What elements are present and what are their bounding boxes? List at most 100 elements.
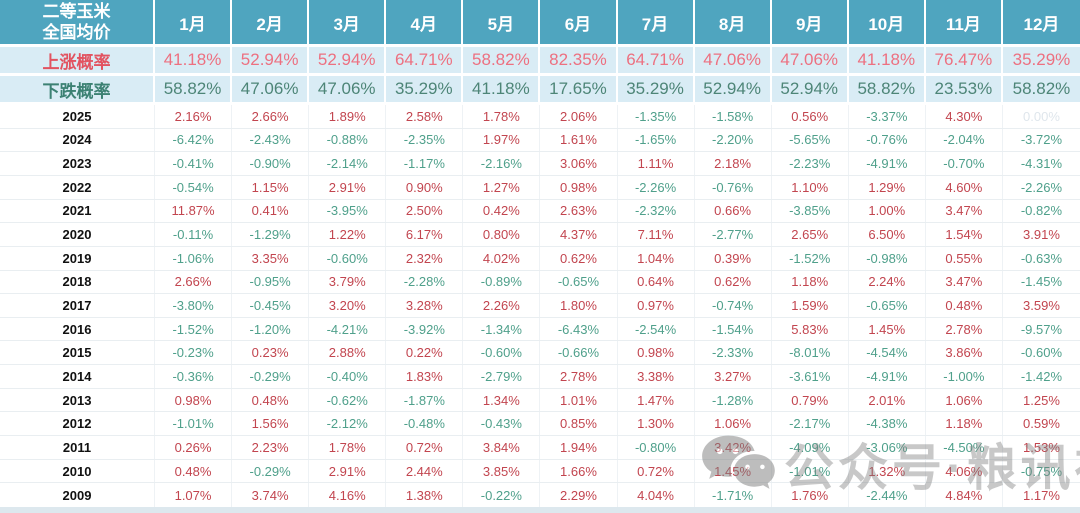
fall-probability-value: 47.06%: [232, 76, 310, 102]
year-row: 2017 -3.80% -0.45% 3.20% 3.28% 2.26% 1.80% 0.97…: [0, 294, 1080, 318]
value-cell: 3.91%: [1023, 227, 1060, 243]
value-cell: 0.23%: [232, 341, 310, 365]
value-cell: 3.47%: [926, 199, 1003, 223]
value-cell: -0.48%: [386, 412, 464, 436]
year-label: 2017: [0, 294, 155, 317]
value-cell: -2.26%: [1020, 179, 1063, 195]
value-cell: -0.63%: [1020, 250, 1063, 266]
month-header: 3月: [309, 0, 387, 44]
value-cell: -2.28%: [386, 270, 464, 294]
month-header: 5月: [463, 0, 541, 44]
value-cell: 2.78%: [540, 365, 618, 388]
value-cell: -2.26%: [618, 175, 695, 199]
value-cell: 2.88%: [309, 341, 387, 365]
corner-header-line1: 二等玉米: [42, 1, 111, 21]
year-row: 2020 -0.11% -1.29% 1.22% 6.17% 0.80% 4.37% 7.11…: [0, 223, 1080, 247]
value-cell: -1.29%: [232, 223, 310, 246]
value-cell: 2.66%: [155, 270, 233, 294]
value-cell: 3.84%: [463, 436, 541, 459]
fall-probability-value: 41.18%: [463, 76, 541, 102]
value-cell: 2.91%: [309, 175, 387, 199]
value-cell: -0.98%: [849, 246, 926, 270]
value-cell: 2.29%: [540, 483, 618, 507]
value-cell: -2.35%: [386, 128, 464, 152]
value-cell: 2.18%: [695, 152, 772, 175]
value-cell: -2.20%: [695, 128, 772, 152]
value-cell: -1.58%: [695, 105, 772, 128]
value-cell: -3.95%: [309, 199, 387, 223]
value-cell: 0.98%: [540, 175, 618, 199]
value-cell: 3.79%: [309, 270, 387, 294]
value-cell: 0.55%: [926, 246, 1003, 270]
value-cell: 0.80%: [463, 223, 541, 246]
year-label: 2014: [0, 365, 155, 388]
value-cell: -1.28%: [695, 388, 772, 412]
year-label: 2010: [0, 459, 155, 483]
value-cell: 1.25%: [1023, 392, 1060, 408]
value-cell: 1.06%: [695, 412, 772, 436]
value-cell: 2.78%: [926, 317, 1003, 341]
value-cell: 3.74%: [232, 483, 310, 507]
value-cell: -0.66%: [540, 341, 618, 365]
value-cell: 5.83%: [772, 317, 849, 341]
year-label: 2016: [0, 317, 155, 341]
value-cell: 3.28%: [386, 294, 464, 317]
value-cell: 4.84%: [926, 483, 1003, 507]
value-cell: -0.23%: [155, 341, 233, 365]
table-header-row: 二等玉米 全国均价 1月 2月 3月 4月 5月 6月 7月 8月 9月 10月 11月 12月: [0, 0, 1080, 44]
value-cell: 1.78%: [309, 436, 387, 459]
value-cell: -2.43%: [232, 128, 310, 152]
year-row: 2012 -1.01% 1.56% -2.12% -0.48% -0.43% 0.85% 1.…: [0, 412, 1080, 437]
value-cell: -0.40%: [309, 365, 387, 388]
value-cell: -2.54%: [618, 317, 695, 341]
value-cell: -0.80%: [618, 436, 695, 459]
year-rows-container: 2025 2.16% 2.66% 1.89% 2.58% 1.78% 2.06% -1.35%…: [0, 105, 1080, 507]
value-cell: 3.85%: [463, 459, 541, 483]
bottom-strip: [0, 507, 1080, 513]
value-cell: -0.82%: [1020, 203, 1063, 219]
value-cell: 1.59%: [772, 294, 849, 317]
value-cell: 2.32%: [386, 246, 464, 270]
value-cell: -1.65%: [618, 128, 695, 152]
value-cell: 1.47%: [618, 388, 695, 412]
value-cell: -4.91%: [849, 365, 926, 388]
value-cell: 0.62%: [695, 270, 772, 294]
value-cell: -2.32%: [618, 199, 695, 223]
value-cell: 0.64%: [618, 270, 695, 294]
value-cell: -4.09%: [772, 436, 849, 459]
value-cell: -1.20%: [232, 317, 310, 341]
value-cell: 4.16%: [309, 483, 387, 507]
value-cell: 1.11%: [618, 152, 695, 175]
value-cell: 1.10%: [772, 175, 849, 199]
value-cell: -1.87%: [386, 388, 464, 412]
value-cell: 0.66%: [695, 199, 772, 223]
value-cell: 2.01%: [849, 388, 926, 412]
value-cell: -0.75%: [1020, 463, 1063, 479]
value-cell: -0.54%: [155, 175, 233, 199]
value-cell: -4.31%: [1020, 156, 1063, 172]
value-cell: -1.42%: [1020, 368, 1063, 384]
value-cell: 1.07%: [155, 483, 233, 507]
value-cell: 3.42%: [695, 436, 772, 459]
value-cell: -2.79%: [463, 365, 541, 388]
month-header: 7月: [618, 0, 695, 44]
value-cell: -3.72%: [1020, 132, 1063, 148]
value-cell: 2.50%: [386, 199, 464, 223]
value-cell: -5.65%: [772, 128, 849, 152]
value-cell: -2.17%: [772, 412, 849, 436]
fall-probability-value: 35.29%: [386, 76, 464, 102]
year-label: 2025: [0, 105, 155, 128]
value-cell: 6.17%: [386, 223, 464, 246]
year-label: 2021: [0, 199, 155, 223]
value-cell: -0.11%: [155, 223, 233, 246]
year-row: 2010 0.48% -0.29% 2.91% 2.44% 3.85% 1.66% 0.72%…: [0, 459, 1080, 484]
rise-probability-value: 58.82%: [463, 47, 541, 73]
value-cell: 2.66%: [232, 105, 310, 128]
value-cell: -1.17%: [386, 152, 464, 175]
value-cell: 0.62%: [540, 246, 618, 270]
fall-probability-value: 58.82%: [155, 76, 233, 102]
month-header: 12月: [1023, 14, 1060, 34]
value-cell: 2.26%: [463, 294, 541, 317]
value-cell: -1.35%: [618, 105, 695, 128]
value-cell: 0.48%: [232, 388, 310, 412]
